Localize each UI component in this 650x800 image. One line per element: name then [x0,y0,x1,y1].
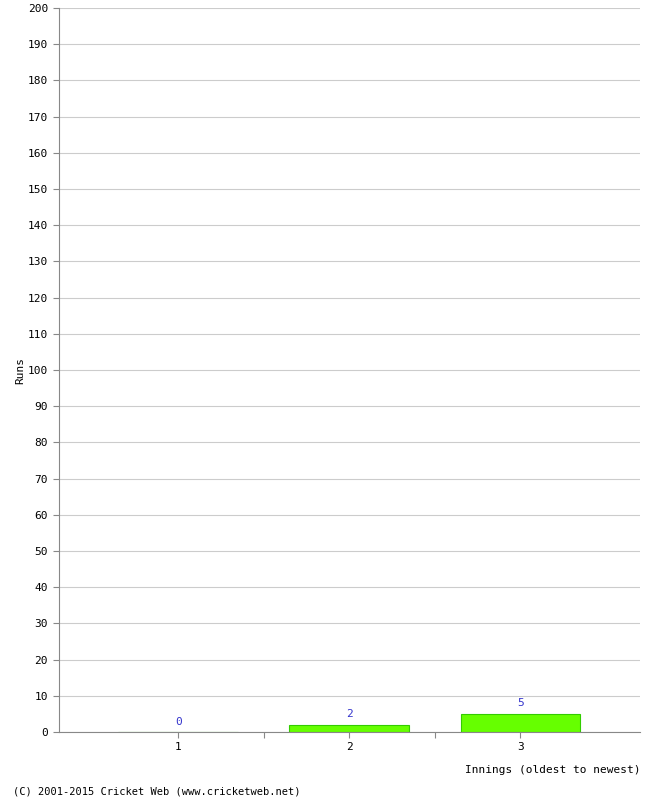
Text: (C) 2001-2015 Cricket Web (www.cricketweb.net): (C) 2001-2015 Cricket Web (www.cricketwe… [13,786,300,796]
Text: 2: 2 [346,710,353,719]
Y-axis label: Runs: Runs [15,357,25,383]
Bar [461,714,580,732]
Text: 5: 5 [517,698,524,709]
Text: 0: 0 [175,717,181,726]
Bar [289,725,410,732]
X-axis label: Innings (oldest to newest): Innings (oldest to newest) [465,765,640,774]
